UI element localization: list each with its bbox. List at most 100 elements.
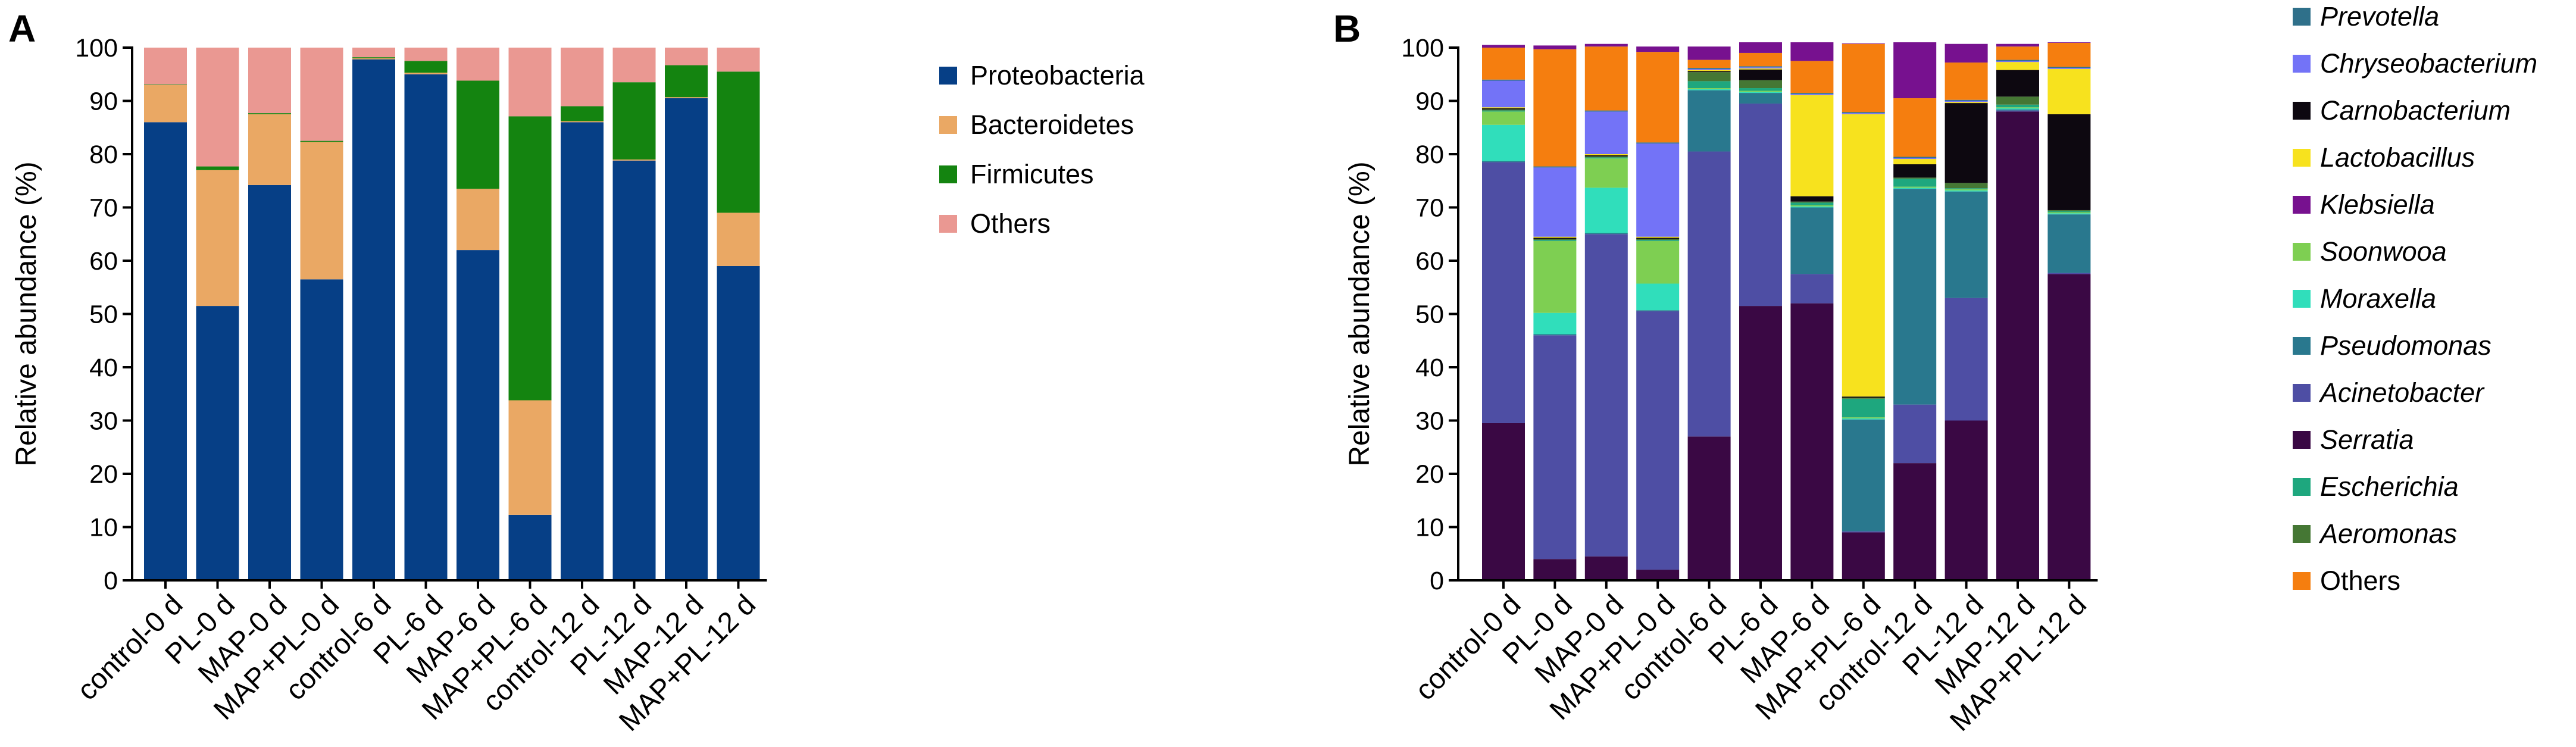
legend-item-aeromonas: Aeromonas bbox=[2293, 518, 2457, 549]
legend-swatch-carnobacterium bbox=[2293, 102, 2311, 120]
y-tick-label: 100 bbox=[1401, 34, 1444, 62]
bar-segment-lactobacillus-map-12-d bbox=[1996, 62, 2039, 70]
legend-label-chryseobacterium: Chryseobacterium bbox=[2320, 48, 2537, 79]
bar-segment-soonwooa-map-pl-12-d bbox=[2047, 212, 2091, 214]
bar-stack-control-6-d bbox=[352, 48, 395, 580]
bar-segment-proteobacteria-map-pl-12-d bbox=[717, 265, 760, 580]
legend-item-pseudomonas: Pseudomonas bbox=[2293, 330, 2491, 361]
bar-segment-proteobacteria-control-6-d bbox=[352, 59, 395, 580]
chart-panel-b: 0 10 20 30 40 50 60 70 80 90 100 Relative abundance… bbox=[1344, 1, 2537, 737]
bar-segment-aeromonas-control-12-d bbox=[1893, 177, 1937, 179]
bar-segment-acinetobacter-control-0-d bbox=[1482, 162, 1525, 423]
bar-segment-acinetobacter-map-pl-12-d bbox=[2047, 273, 2091, 274]
bar-segment-chryseobacterium-control-12-d bbox=[1893, 158, 1937, 160]
bar-segment-serratia-control-0-d bbox=[1482, 423, 1525, 580]
bar-segment-klebsiella-control-6-d bbox=[1687, 46, 1731, 60]
legend-item-bacteroidetes: Bacteroidetes bbox=[939, 110, 1134, 140]
bar-segment-others-control-0-d bbox=[144, 48, 187, 85]
bar-segment-prevotella-control-12-d bbox=[1893, 157, 1937, 158]
bar-segment-chryseobacterium-map-12-d bbox=[1996, 61, 2039, 62]
bar-segment-firmicutes-pl-6-d bbox=[404, 61, 448, 73]
legend-swatch-moraxella bbox=[2293, 290, 2311, 308]
bar-segment-klebsiella-map-6-d bbox=[1790, 42, 1834, 61]
bar-segment-moraxella-map-0-d bbox=[1584, 187, 1628, 233]
bar-segment-others-control-6-d bbox=[1687, 60, 1731, 68]
bar-segment-klebsiella-map-12-d bbox=[1996, 43, 2039, 47]
bar-stack-pl-6-d bbox=[1739, 42, 1782, 580]
bar-segment-others-map-6-d bbox=[457, 48, 499, 81]
bar-segment-others-map-6-d bbox=[1790, 61, 1834, 93]
legend-swatch-firmicutes bbox=[939, 165, 957, 183]
bar-segment-firmicutes-map-pl-0-d bbox=[300, 140, 343, 142]
bar-segment-serratia-map-pl-12-d bbox=[2047, 274, 2091, 580]
bar-segment-bacteroidetes-map-pl-12-d bbox=[717, 212, 760, 266]
bar-segment-acinetobacter-map-0-d bbox=[1584, 234, 1628, 557]
bar-segment-escherichia-pl-0-d bbox=[1533, 240, 1577, 241]
bar-segment-prevotella-control-6-d bbox=[1687, 68, 1731, 69]
bar-segment-escherichia-pl-12-d bbox=[1944, 188, 1988, 190]
bar-segment-pseudomonas-pl-0-d bbox=[1533, 334, 1577, 336]
legend-item-klebsiella: Klebsiella bbox=[2293, 189, 2435, 220]
bar-segment-pseudomonas-pl-6-d bbox=[1739, 93, 1782, 104]
legend-item-escherichia: Escherichia bbox=[2293, 471, 2459, 502]
bar-segment-others-map-12-d bbox=[1996, 46, 2039, 60]
legend-item-proteobacteria: Proteobacteria bbox=[939, 60, 1145, 90]
bar-stack-control-0-d bbox=[144, 48, 187, 581]
bar-segment-moraxella-map-6-d bbox=[1790, 206, 1834, 208]
bar-segment-bacteroidetes-map-12-d bbox=[665, 97, 708, 99]
bar-segment-escherichia-pl-6-d bbox=[1739, 88, 1782, 91]
bar-segment-pseudomonas-control-0-d bbox=[1482, 161, 1525, 162]
bar-segment-soonwooa-map-pl-6-d bbox=[1842, 417, 1885, 418]
bar-segment-soonwooa-control-6-d bbox=[1687, 88, 1731, 89]
bar-segment-others-control-6-d bbox=[352, 48, 395, 58]
bar-segment-pseudomonas-map-pl-12-d bbox=[2047, 214, 2091, 273]
bar-segment-serratia-control-12-d bbox=[1893, 463, 1937, 580]
legend-label-carnobacterium: Carnobacterium bbox=[2320, 95, 2511, 126]
bar-segment-aeromonas-map-pl-12-d bbox=[2047, 210, 2091, 211]
bar-stack-pl-6-d bbox=[404, 48, 448, 580]
legend-swatch-klebsiella bbox=[2293, 196, 2311, 214]
bar-segment-bacteroidetes-map-0-d bbox=[248, 114, 291, 185]
y-tick-label: 0 bbox=[1430, 567, 1444, 595]
bar-segment-escherichia-map-0-d bbox=[1584, 157, 1628, 159]
bar-segment-carnobacterium-pl-0-d bbox=[1533, 237, 1577, 239]
bar-segment-klebsiella-map-pl-0-d bbox=[1636, 46, 1680, 52]
bar-stack-map-6-d bbox=[457, 48, 499, 581]
bar-segment-bacteroidetes-control-6-d bbox=[352, 58, 395, 60]
bar-segment-escherichia-map-pl-0-d bbox=[1636, 240, 1680, 241]
legend-label-moraxella: Moraxella bbox=[2320, 283, 2436, 314]
bar-segment-lactobacillus-map-6-d bbox=[1790, 95, 1834, 196]
bar-segment-firmicutes-map-pl-12-d bbox=[717, 71, 760, 213]
bar-segment-chryseobacterium-map-0-d bbox=[1584, 111, 1628, 154]
legend-item-carnobacterium: Carnobacterium bbox=[2293, 95, 2511, 126]
y-tick-label: 60 bbox=[1415, 247, 1444, 276]
bar-segment-firmicutes-control-12-d bbox=[561, 106, 604, 121]
legend: Proteobacteria Bacteroidetes Firmicutes Oth… bbox=[939, 60, 1145, 239]
legend-swatch-others bbox=[2293, 572, 2311, 590]
bar-segment-pseudomonas-control-12-d bbox=[1893, 189, 1937, 405]
bar-segment-pseudomonas-pl-12-d bbox=[1944, 191, 1988, 298]
bar-segment-others-map-pl-0-d bbox=[300, 48, 343, 141]
bar-segment-pseudomonas-map-pl-6-d bbox=[1842, 419, 1885, 532]
legend-item-soonwooa: Soonwooa bbox=[2293, 236, 2447, 267]
bar-segment-lactobacillus-map-pl-0-d bbox=[1636, 236, 1680, 238]
bar-segment-acinetobacter-pl-0-d bbox=[1533, 335, 1577, 560]
bar-segment-chryseobacterium-map-pl-0-d bbox=[1636, 143, 1680, 237]
bar-segment-soonwooa-map-12-d bbox=[1996, 107, 2039, 109]
bar-segment-proteobacteria-map-pl-0-d bbox=[300, 279, 343, 580]
legend-item-prevotella: Prevotella bbox=[2293, 1, 2439, 32]
bar-segment-carnobacterium-control-12-d bbox=[1893, 164, 1937, 178]
bar-segment-others-map-0-d bbox=[248, 48, 291, 114]
legend-item-lactobacillus: Lactobacillus bbox=[2293, 142, 2475, 173]
bar-segment-others-pl-0-d bbox=[196, 48, 239, 167]
bar-stack-control-12-d bbox=[1893, 42, 1937, 580]
bar-segment-bacteroidetes-pl-6-d bbox=[404, 73, 448, 74]
legend-label-escherichia: Escherichia bbox=[2320, 471, 2459, 502]
y-tick-label: 50 bbox=[89, 301, 118, 329]
bar-segment-aeromonas-control-0-d bbox=[1482, 109, 1525, 111]
y-tick-label: 40 bbox=[89, 354, 118, 382]
bar-segment-serratia-control-6-d bbox=[1687, 436, 1731, 580]
bar-segment-firmicutes-pl-0-d bbox=[196, 166, 239, 170]
bar-segment-carnobacterium-pl-12-d bbox=[1944, 103, 1988, 183]
bar-segment-escherichia-map-12-d bbox=[1996, 104, 2039, 108]
